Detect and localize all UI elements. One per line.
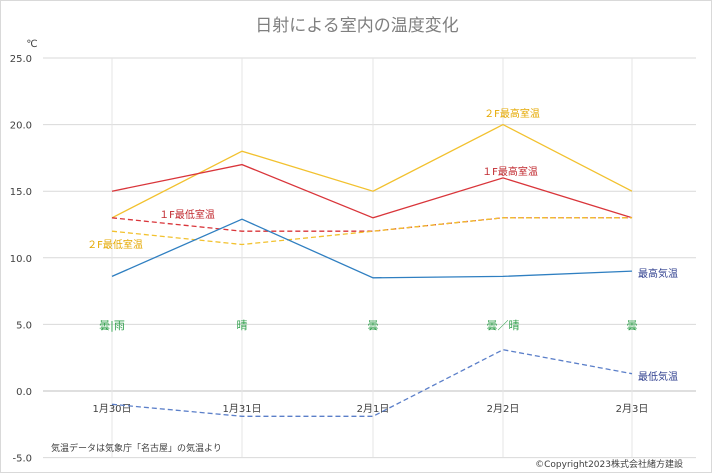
- series-line: [111, 163, 633, 219]
- series-line: [111, 217, 632, 246]
- y-tick-label: 10.0: [10, 254, 32, 265]
- series-label: ２F最高室温: [484, 107, 540, 120]
- x-category-label: 2月3日: [616, 403, 649, 415]
- series-line: [111, 123, 633, 219]
- x-category-label: 2月2日: [487, 403, 520, 415]
- y-axis-ticks: 25.0 20.0 15.0 10.0 5.0 0.0 -5.0: [10, 54, 32, 465]
- x-category-label: 1月31日: [222, 403, 261, 415]
- weather-label: 曇|雨: [99, 319, 125, 332]
- data-source-note: 気温データは気象庁「名古屋」の気温より: [51, 442, 222, 454]
- x-axis-categories: 1月30日 1月31日 2月1日 2月2日 2月3日: [92, 403, 648, 415]
- series-label: ２F最低室温: [87, 238, 143, 251]
- y-tick-label: 5.0: [16, 320, 32, 331]
- grid: [43, 57, 696, 459]
- x-category-label: 2月1日: [357, 403, 390, 415]
- y-tick-label: -5.0: [12, 454, 32, 465]
- x-category-label: 1月30日: [92, 403, 131, 415]
- chart-title: 日射による室内の温度変化: [255, 16, 459, 36]
- series-line: [111, 349, 633, 417]
- series-label: １F最高室温: [482, 165, 538, 178]
- weather-labels: 曇|雨 晴 曇 曇／晴 曇: [99, 319, 637, 332]
- series-line: [111, 218, 633, 279]
- weather-label: 曇: [368, 319, 379, 332]
- series-label: １F最低室温: [159, 208, 215, 221]
- series-label: 最高気温: [638, 267, 678, 280]
- copyright-text: ©Copyright2023株式会社緒方建設: [535, 458, 683, 470]
- y-tick-label: 15.0: [10, 187, 32, 198]
- y-unit-label: ℃: [26, 39, 37, 50]
- weather-label: 晴: [237, 319, 248, 332]
- series-lines: [111, 123, 633, 417]
- y-tick-label: 0.0: [16, 387, 32, 398]
- weather-label: 曇: [627, 319, 638, 332]
- y-tick-label: 25.0: [10, 54, 32, 65]
- weather-label: 曇／晴: [487, 319, 520, 332]
- y-tick-label: 20.0: [10, 121, 32, 132]
- series-label: 最低気温: [638, 370, 678, 383]
